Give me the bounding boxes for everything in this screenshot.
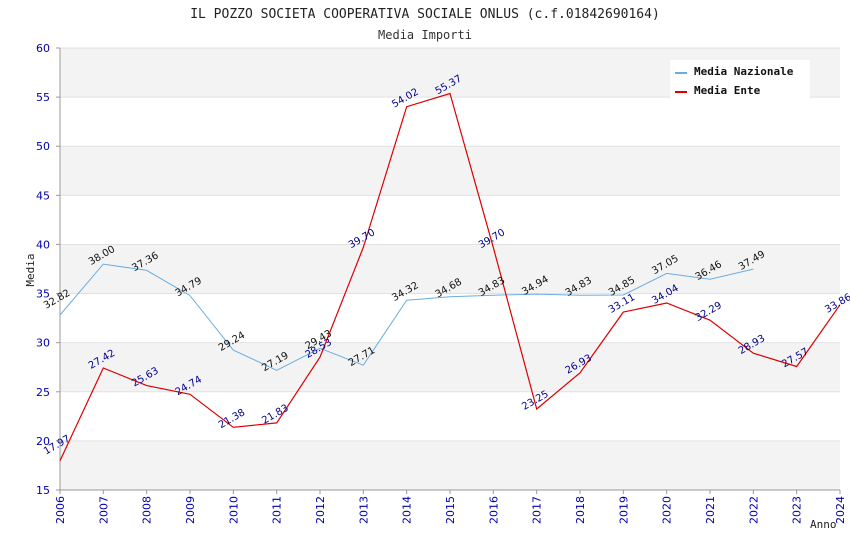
x-tick-label: 2010 xyxy=(227,496,240,524)
y-tick-label: 55 xyxy=(36,91,50,104)
legend: Media Nazionale Media Ente xyxy=(670,60,810,102)
y-tick-label: 30 xyxy=(36,337,50,350)
legend-label-media-ente: Media Ente xyxy=(694,84,761,97)
x-tick-label: 2019 xyxy=(617,496,630,524)
x-tick-label: 2021 xyxy=(704,496,717,524)
y-tick-label: 35 xyxy=(36,288,50,301)
grid-band xyxy=(60,244,840,294)
y-tick-label: 50 xyxy=(36,140,50,153)
x-axis-label: Anno xyxy=(810,518,837,531)
grid-band xyxy=(60,440,840,490)
grid-band xyxy=(60,146,840,196)
x-tick-label: 2020 xyxy=(661,496,674,524)
y-tick-label: 20 xyxy=(36,435,50,448)
y-tick-label: 60 xyxy=(36,42,50,55)
series-line-media-ente xyxy=(59,92,841,462)
x-tick-label: 2013 xyxy=(357,496,370,524)
y-tick-label: 25 xyxy=(36,386,50,399)
x-tick-label: 2011 xyxy=(271,496,284,524)
x-tick-label: 2023 xyxy=(791,496,804,524)
x-tick-label: 2009 xyxy=(184,496,197,524)
data-label-ente: 23.25 xyxy=(520,389,550,413)
legend-box xyxy=(670,60,810,102)
grid-bands xyxy=(60,48,840,490)
series-lines xyxy=(59,92,841,462)
y-tick-label: 15 xyxy=(36,484,50,497)
x-tick-label: 2008 xyxy=(141,496,154,524)
y-tick-labels: 15 20 25 30 35 40 45 50 55 60 xyxy=(36,42,60,497)
x-tick-label: 2022 xyxy=(747,496,760,524)
y-tick-label: 40 xyxy=(36,238,50,251)
x-tick-label: 2017 xyxy=(531,496,544,524)
data-label-ente: 33.86 xyxy=(823,292,850,316)
x-tick-label: 2024 xyxy=(834,496,847,524)
x-tick-label: 2007 xyxy=(97,496,110,524)
y-axis-label: Media xyxy=(24,253,37,286)
x-tick-label: 2016 xyxy=(487,496,500,524)
chart-title: IL POZZO SOCIETA COOPERATIVA SOCIALE ONL… xyxy=(190,7,660,22)
x-tick-labels: 2006 2007 2008 2009 2010 2011 2012 2013 2014 2015… xyxy=(54,490,847,524)
x-tick-label: 2012 xyxy=(314,496,327,524)
x-tick-label: 2006 xyxy=(54,496,67,524)
x-tick-label: 2018 xyxy=(574,496,587,524)
legend-label-media-nazionale: Media Nazionale xyxy=(694,65,794,78)
series-line-media-nazionale xyxy=(59,263,754,371)
y-tick-label: 45 xyxy=(36,189,50,202)
grid-lines xyxy=(60,47,840,491)
x-tick-label: 2015 xyxy=(444,496,457,524)
data-label-ente: 32.29 xyxy=(694,300,724,324)
x-tick-label: 2014 xyxy=(401,496,414,524)
chart-subtitle: Media Importi xyxy=(378,28,472,42)
data-label-ente: 21.38 xyxy=(217,407,247,431)
grid-band xyxy=(60,342,840,392)
